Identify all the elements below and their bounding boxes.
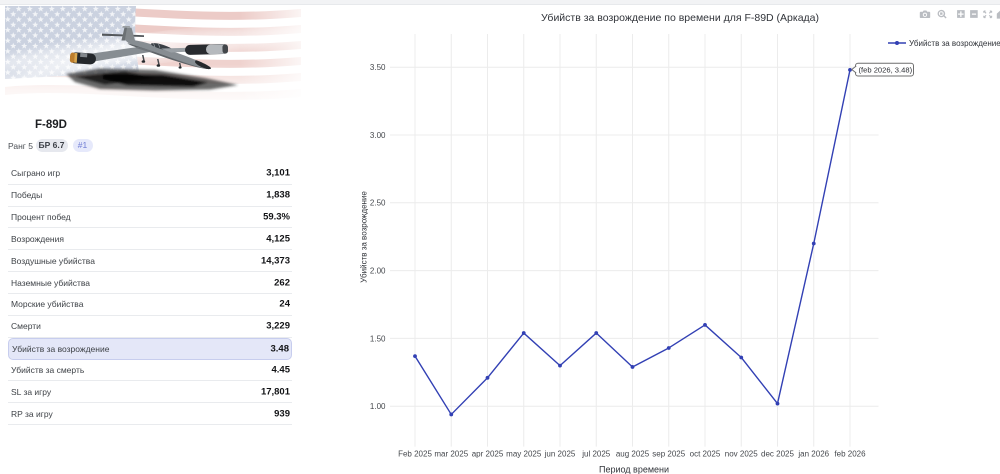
svg-text:Период времени: Период времени	[599, 465, 669, 474]
svg-text:aug 2025: aug 2025	[616, 450, 650, 459]
svg-text:Убийств за возрождение: Убийств за возрождение	[359, 191, 368, 283]
svg-text:3.50: 3.50	[370, 63, 386, 72]
svg-text:Убийств за возрождение по врем: Убийств за возрождение по времени для F-…	[541, 12, 819, 24]
svg-text:(feb 2026, 3.48): (feb 2026, 3.48)	[859, 65, 913, 74]
svg-text:apr 2025: apr 2025	[472, 450, 504, 459]
svg-text:jan 2026: jan 2026	[797, 450, 829, 459]
svg-text:Убийств за возрождение: Убийств за возрождение	[909, 39, 1000, 48]
svg-text:oct 2025: oct 2025	[690, 450, 721, 459]
svg-text:jul 2025: jul 2025	[581, 450, 611, 459]
svg-text:1.50: 1.50	[370, 334, 386, 343]
svg-text:3.00: 3.00	[370, 131, 386, 140]
svg-text:dec 2025: dec 2025	[761, 450, 794, 459]
svg-text:1.00: 1.00	[370, 402, 386, 411]
svg-text:feb 2026: feb 2026	[834, 450, 866, 459]
svg-text:Feb 2025: Feb 2025	[398, 450, 432, 459]
svg-text:mar 2025: mar 2025	[434, 450, 468, 459]
svg-text:nov 2025: nov 2025	[725, 450, 758, 459]
svg-text:2.50: 2.50	[370, 199, 386, 208]
svg-text:sep 2025: sep 2025	[652, 450, 685, 459]
svg-text:2.00: 2.00	[370, 267, 386, 276]
svg-text:may 2025: may 2025	[506, 450, 542, 459]
svg-text:jun 2025: jun 2025	[544, 450, 576, 459]
